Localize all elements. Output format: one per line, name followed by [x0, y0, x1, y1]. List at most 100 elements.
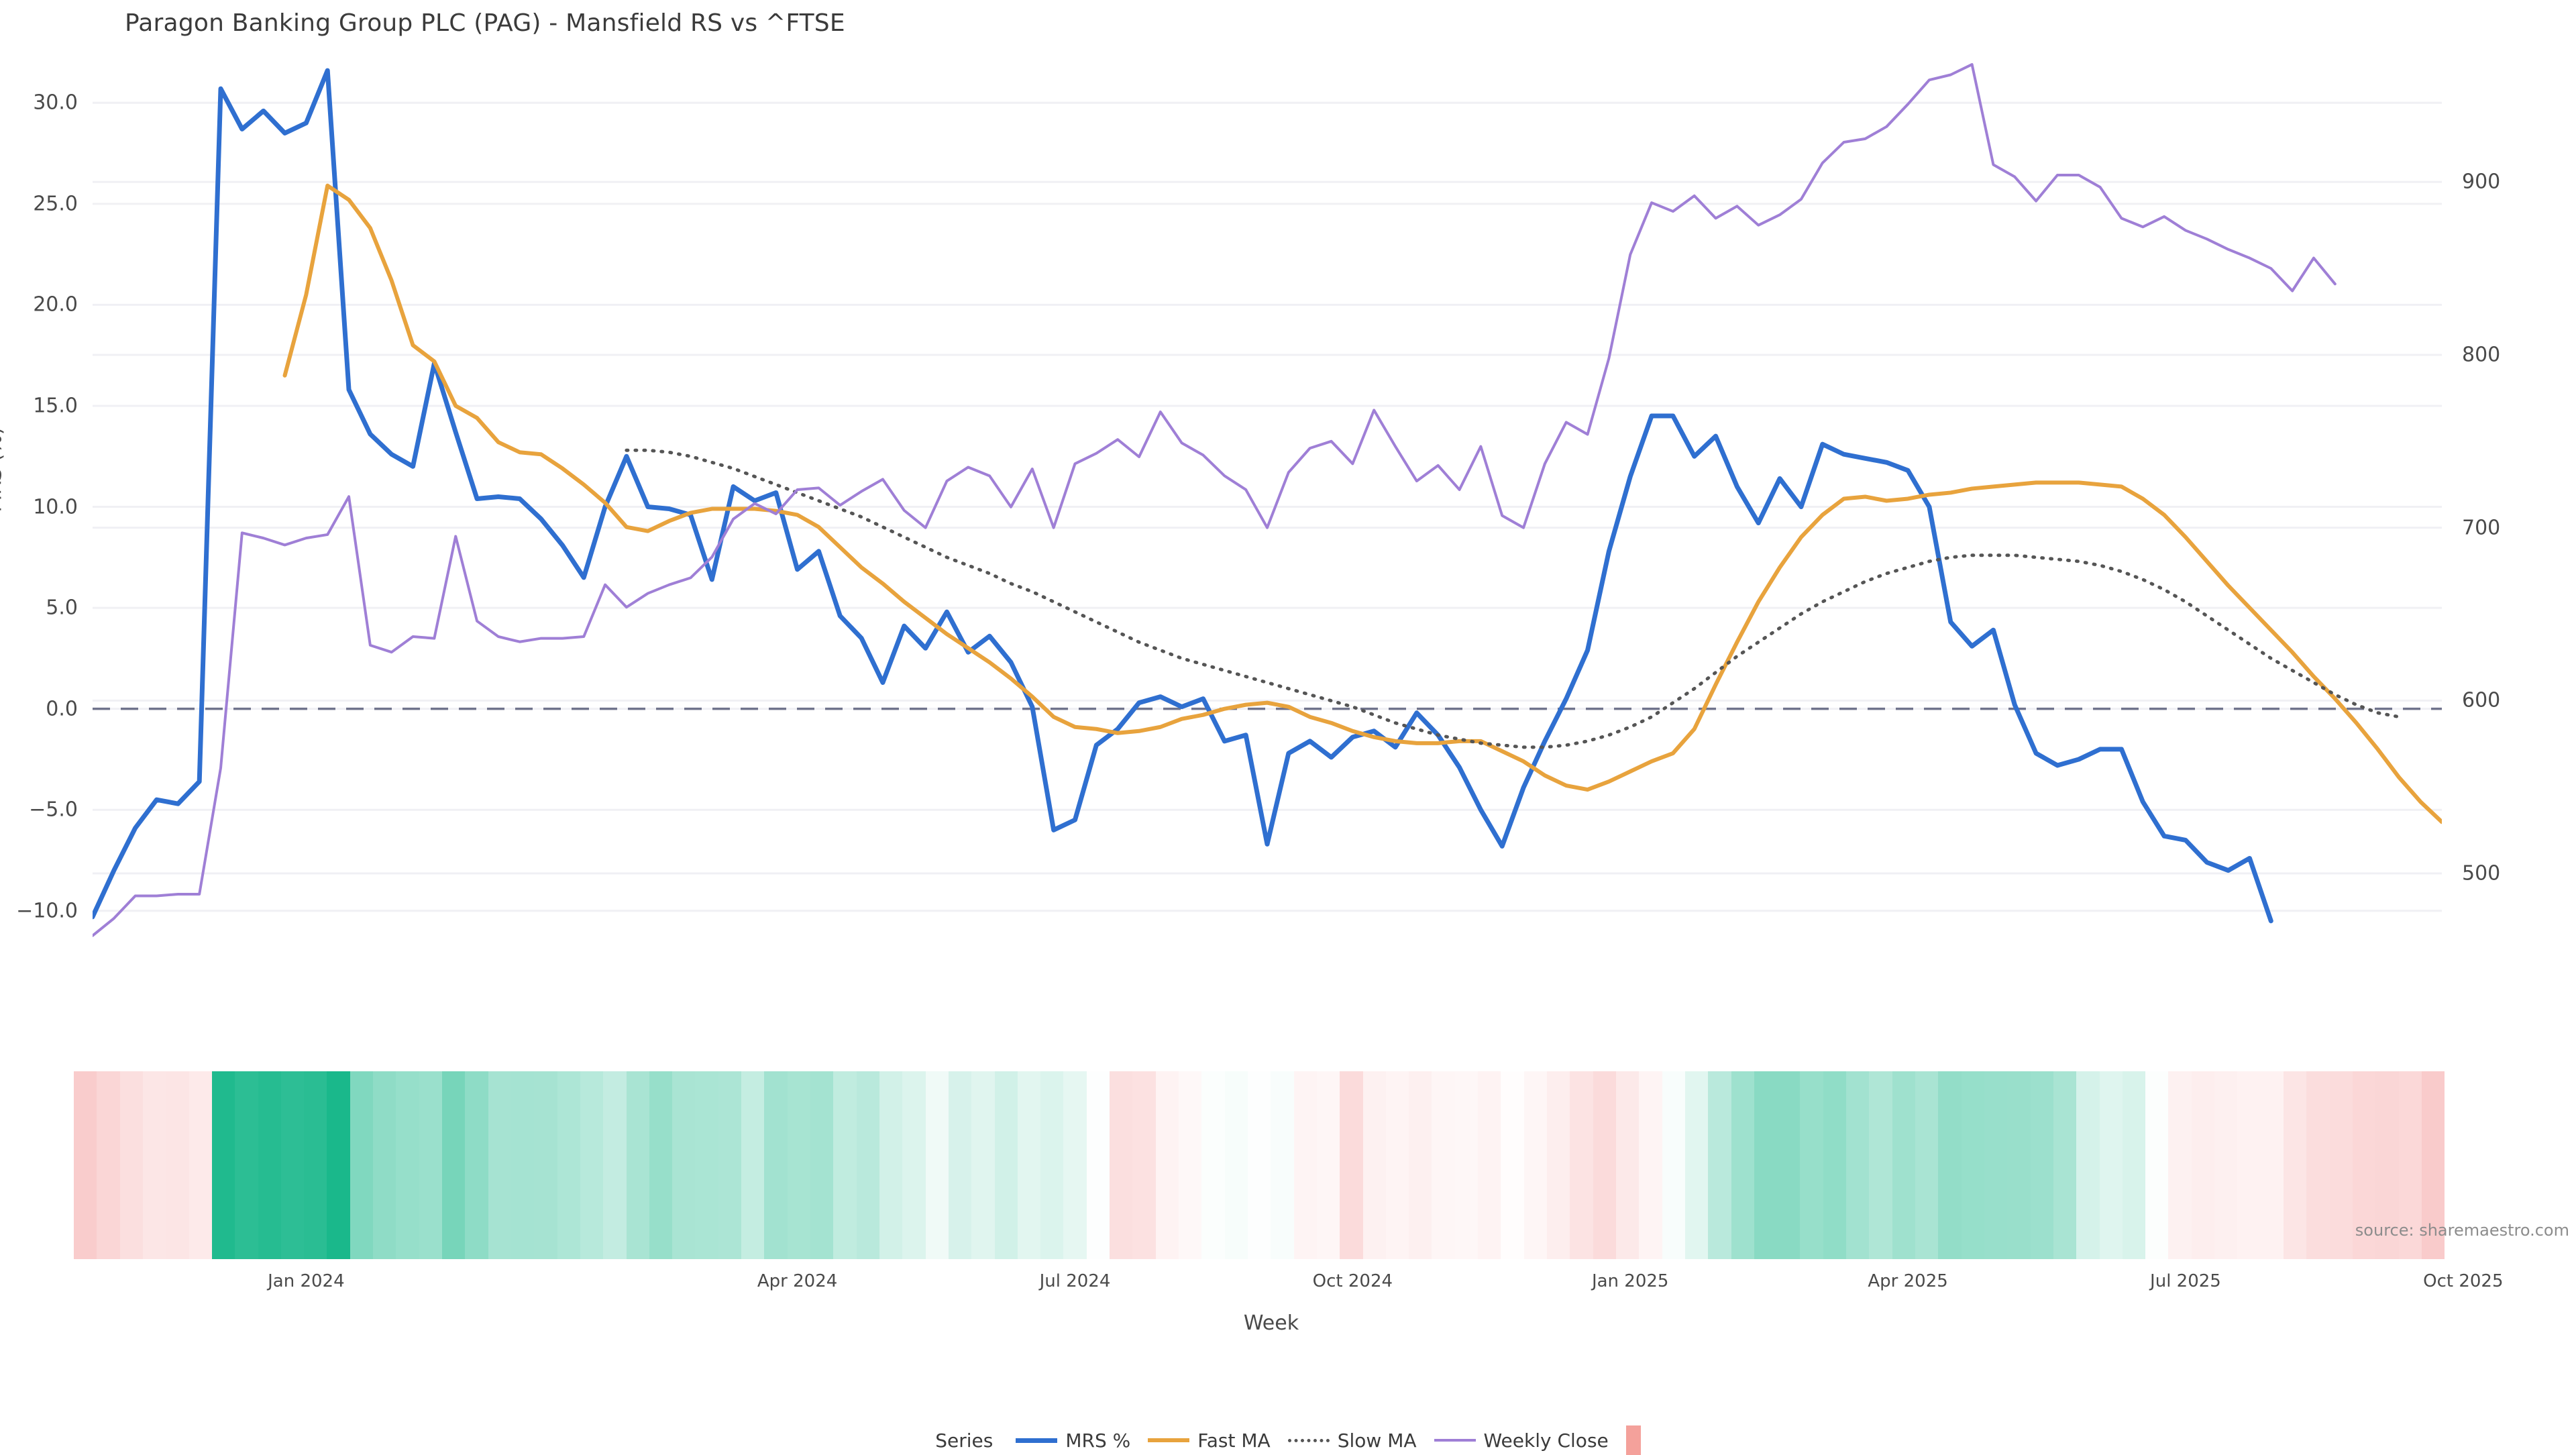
heatmap-cell [695, 1071, 718, 1259]
source-note: source: sharemaestro.com [2355, 1221, 2569, 1240]
y-tick-left: 10.0 [33, 495, 78, 519]
heatmap-cell [511, 1071, 535, 1259]
heatmap-cell [1201, 1071, 1225, 1259]
heatmap-cell [1017, 1071, 1041, 1259]
heatmap-cell [1247, 1071, 1271, 1259]
heatmap-cell [327, 1071, 350, 1259]
heatmap-cell [235, 1071, 258, 1259]
heatmap-cell [2237, 1071, 2261, 1259]
heatmap-cell [1547, 1071, 1570, 1259]
heatmap-cell [97, 1071, 120, 1259]
heatmap-cell [2053, 1071, 2077, 1259]
heatmap-cell [1271, 1071, 1294, 1259]
heatmap-cell [1615, 1071, 1640, 1259]
heatmap-cell [280, 1071, 305, 1259]
heatmap-cell [465, 1071, 488, 1259]
heatmap-cell [1684, 1071, 1709, 1259]
mrs-heatmap-strip [74, 1071, 2445, 1259]
heatmap-cell [2421, 1071, 2445, 1259]
heatmap-cell [2076, 1071, 2100, 1259]
heatmap-cell [1777, 1071, 1801, 1259]
legend-dotted-swatch [1287, 1438, 1330, 1442]
legend-item-slow-ma[interactable]: Slow MA [1287, 1429, 1417, 1452]
heatmap-cell [258, 1071, 281, 1259]
heatmap-cell [810, 1071, 834, 1259]
legend-line-swatch [1016, 1438, 1058, 1443]
heatmap-cell [626, 1071, 649, 1259]
heatmap-cell [2214, 1071, 2238, 1259]
plot-area [93, 52, 2442, 951]
legend-item-label: Weekly Close [1483, 1429, 1609, 1452]
heatmap-cell [2329, 1071, 2353, 1259]
heatmap-cell [189, 1071, 212, 1259]
heatmap-cell [1662, 1071, 1685, 1259]
heatmap-cell [2122, 1071, 2146, 1259]
heatmap-cell [166, 1071, 189, 1259]
heatmap-cell [649, 1071, 673, 1259]
legend-item-label: Slow MA [1337, 1429, 1417, 1452]
heatmap-cell [2352, 1071, 2376, 1259]
x-tick: Jan 2024 [268, 1271, 345, 1291]
heatmap-cell [1869, 1071, 1892, 1259]
heatmap-cell [1155, 1071, 1179, 1259]
heatmap-cell [971, 1071, 995, 1259]
heatmap-cell [2398, 1071, 2422, 1259]
y-tick-left: 25.0 [33, 192, 78, 216]
series-line-slow-ma [625, 448, 2401, 749]
heatmap-cell [1432, 1071, 1455, 1259]
y-tick-left: 15.0 [33, 394, 78, 418]
heatmap-cell [1938, 1071, 1962, 1259]
heatmap-cell [488, 1071, 511, 1259]
heatmap-cell [74, 1071, 97, 1259]
heatmap-cell [1800, 1071, 1823, 1259]
y-tick-right: 900 [2462, 170, 2501, 194]
y-tick-right: 700 [2462, 516, 2501, 540]
heatmap-cell [2145, 1071, 2169, 1259]
heatmap-cell [2260, 1071, 2284, 1259]
series-line-mrs [93, 68, 2273, 924]
y-tick-left: 30.0 [33, 91, 78, 115]
legend-color-box [1625, 1425, 1641, 1455]
heatmap-cell [211, 1071, 235, 1259]
heatmap-cell [2099, 1071, 2123, 1259]
heatmap-cell [1179, 1071, 1202, 1259]
y-tick-right: 500 [2462, 861, 2501, 885]
heatmap-cell [1593, 1071, 1616, 1259]
y-tick-left: 0.0 [46, 697, 78, 721]
heatmap-cell [1063, 1071, 1087, 1259]
y-tick-left: −5.0 [29, 798, 78, 822]
heatmap-cell [1132, 1071, 1156, 1259]
heatmap-cell [1454, 1071, 1479, 1259]
plot-svg [93, 63, 2442, 937]
legend-item-swatch[interactable] [1625, 1425, 1641, 1455]
heatmap-cell [2284, 1071, 2307, 1259]
heatmap-cell [994, 1071, 1018, 1259]
x-tick: Jul 2025 [2150, 1271, 2221, 1291]
heatmap-cell [1961, 1071, 1984, 1259]
heatmap-cell [1731, 1071, 1754, 1259]
heatmap-cell [1892, 1071, 1915, 1259]
legend-item-mrs[interactable]: MRS % [1016, 1430, 1130, 1452]
heatmap-cell [1409, 1071, 1432, 1259]
heatmap-cell [350, 1071, 374, 1259]
legend-item-fast-ma[interactable]: Fast MA [1148, 1430, 1271, 1452]
heatmap-cell [119, 1071, 143, 1259]
x-tick: Jan 2025 [1591, 1271, 1669, 1291]
legend-item-weekly-close[interactable]: Weekly Close [1434, 1430, 1609, 1452]
legend-line-swatch [1434, 1439, 1476, 1442]
heatmap-cell [718, 1071, 742, 1259]
x-tick: Apr 2024 [757, 1271, 838, 1291]
heatmap-cell [1224, 1071, 1248, 1259]
heatmap-cell [1293, 1071, 1317, 1259]
heatmap-cell [1040, 1071, 1064, 1259]
heatmap-cell [557, 1071, 580, 1259]
legend-item-label: MRS % [1065, 1429, 1131, 1452]
x-axis-label: Week [1243, 1311, 1299, 1335]
y-tick-left: 5.0 [46, 596, 78, 620]
heatmap-cell [2306, 1071, 2330, 1259]
heatmap-cell [442, 1071, 466, 1259]
heatmap-cell [2375, 1071, 2399, 1259]
heatmap-cell [764, 1071, 788, 1259]
heatmap-cell [879, 1071, 903, 1259]
